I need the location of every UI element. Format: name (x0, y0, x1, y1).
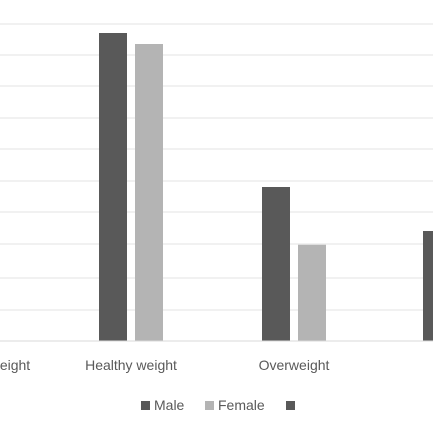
gridlines (0, 23, 433, 311)
legend: Male Female (141, 397, 295, 413)
x-tick-label: eight (0, 357, 30, 373)
legend-swatch (286, 401, 295, 410)
bar-male-healthy-weight (99, 33, 127, 341)
bar-female-overweight (298, 244, 326, 341)
bars (99, 33, 433, 341)
bar-male-overweight (262, 187, 290, 341)
legend-label: Male (154, 397, 185, 413)
legend-swatch (141, 401, 150, 410)
x-axis-tick-labels: eight Healthy weight Overweight (0, 357, 330, 373)
bar-female-healthy-weight (135, 44, 163, 341)
x-tick-label: Healthy weight (85, 357, 177, 373)
bar-male-obese (423, 231, 433, 341)
legend-label: Female (218, 397, 265, 413)
x-tick-label: Overweight (259, 357, 330, 373)
legend-swatch (205, 401, 214, 410)
